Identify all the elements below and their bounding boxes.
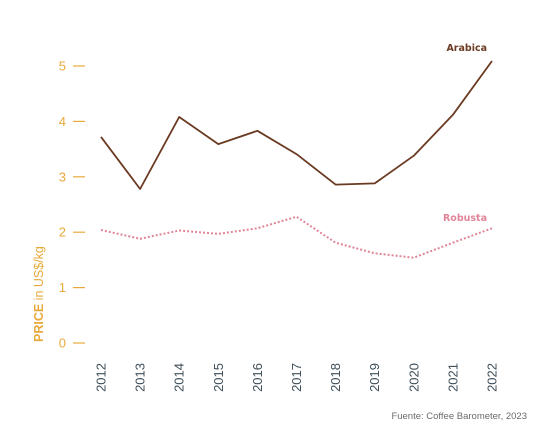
y-axis-label-rest: in US$/kg [32, 246, 46, 304]
x-tick-label: 2021 [445, 363, 460, 392]
y-tick-label: 3 [59, 169, 66, 184]
x-tick-label: 2019 [367, 363, 382, 392]
y-tick-label: 2 [59, 225, 66, 240]
x-tick-label: 2012 [94, 363, 109, 392]
series-label-robusta: Robusta [443, 213, 487, 224]
y-tick-label: 1 [59, 280, 66, 295]
y-axis-label: PRICE in US$/kg [32, 246, 46, 342]
x-tick-label: 2015 [211, 363, 226, 392]
series-label-arabica: Arabica [446, 43, 487, 54]
x-tick-label: 2022 [485, 363, 500, 392]
y-axis: 0 1 2 3 4 5 [59, 59, 85, 351]
x-axis: 2012 2013 2014 2015 2016 2017 2018 2019 2020 2021… [94, 363, 500, 392]
x-tick-label: 2016 [250, 363, 265, 392]
x-tick-label: 2013 [133, 363, 148, 392]
y-tick-label: 4 [59, 114, 66, 129]
x-tick-label: 2014 [172, 363, 187, 392]
y-tick-label: 0 [59, 336, 66, 351]
x-tick-label: 2017 [289, 363, 304, 392]
y-tick-label: 5 [59, 59, 66, 74]
series-line-robusta [100, 215, 493, 259]
series-line-arabica [100, 60, 493, 190]
series-lines [100, 60, 493, 259]
x-tick-label: 2020 [406, 363, 421, 392]
y-axis-label-strong: PRICE [32, 304, 46, 342]
x-tick-label: 2018 [328, 363, 343, 392]
source-note: Fuente: Coffee Barometer, 2023 [391, 411, 527, 422]
series-labels: Arabica Robusta [443, 43, 487, 224]
